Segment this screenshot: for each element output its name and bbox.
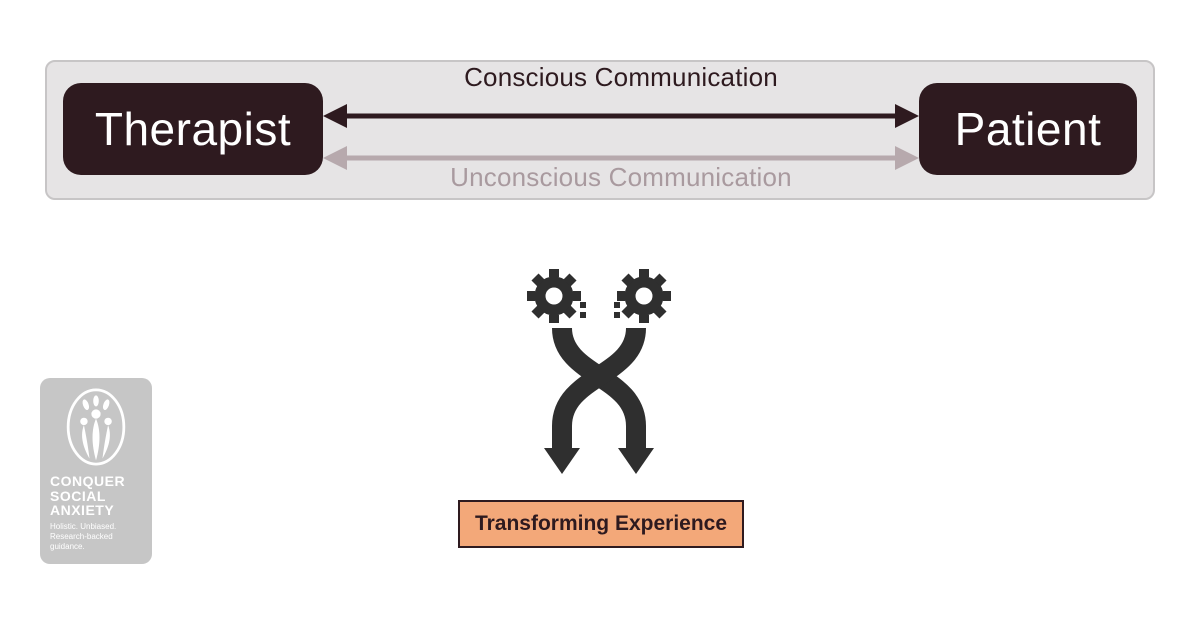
patient-node: Patient [919, 83, 1137, 175]
logo-subtitle: Holistic. Unbiased. Research-backed guid… [50, 522, 142, 552]
therapist-label: Therapist [95, 102, 291, 156]
conscious-label: Conscious Communication [323, 62, 919, 93]
therapist-node: Therapist [63, 83, 323, 175]
conscious-arrow [323, 104, 919, 128]
logo-title: CONQUER SOCIAL ANXIETY [50, 474, 125, 518]
transforming-experience-label: Transforming Experience [475, 512, 727, 536]
unconscious-label: Unconscious Communication [323, 162, 919, 193]
transforming-experience-box: Transforming Experience [458, 500, 744, 548]
arrows-area: Conscious Communication Unconscious Comm… [323, 70, 919, 190]
logo-icon [61, 388, 131, 466]
diagram-canvas: Therapist Patient Conscious Communicatio… [0, 0, 1200, 628]
patient-label: Patient [955, 102, 1102, 156]
brand-logo: CONQUER SOCIAL ANXIETY Holistic. Unbiase… [40, 378, 152, 564]
merge-icon [518, 266, 684, 476]
